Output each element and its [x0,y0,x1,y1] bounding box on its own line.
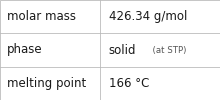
Text: 426.34 g/mol: 426.34 g/mol [109,10,187,23]
Text: molar mass: molar mass [7,10,76,23]
Text: solid: solid [109,44,136,56]
Text: (at STP): (at STP) [147,46,186,54]
Text: melting point: melting point [7,77,86,90]
Text: 166 °C: 166 °C [109,77,149,90]
Text: phase: phase [7,44,42,56]
